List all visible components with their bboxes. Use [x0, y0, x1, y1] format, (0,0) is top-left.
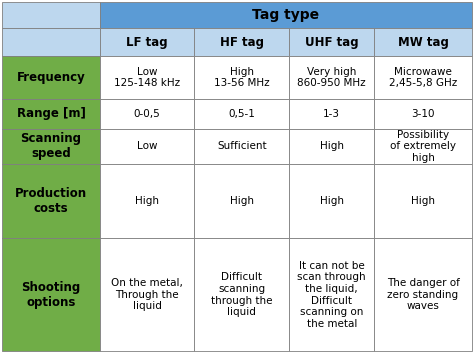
Text: Sufficient: Sufficient [217, 142, 266, 151]
Text: It can not be
scan through
the liquid,
Difficult
scanning on
the metal: It can not be scan through the liquid, D… [298, 261, 366, 329]
Bar [289, 28, 374, 56]
Bar [374, 99, 472, 129]
Bar [2, 2, 100, 28]
Bar [374, 238, 472, 351]
Bar [194, 238, 289, 351]
Text: MW tag: MW tag [398, 36, 448, 49]
Text: High
13-56 MHz: High 13-56 MHz [214, 67, 270, 89]
Bar [374, 129, 472, 164]
Bar [100, 56, 194, 99]
Text: Shooting
options: Shooting options [21, 281, 81, 309]
Bar [194, 56, 289, 99]
Text: High: High [320, 142, 344, 151]
Bar [289, 238, 374, 351]
Text: Low
125-148 kHz: Low 125-148 kHz [114, 67, 180, 89]
Text: 3-10: 3-10 [411, 109, 435, 119]
Bar [100, 2, 472, 28]
Bar [289, 99, 374, 129]
Text: Frequency: Frequency [17, 71, 85, 84]
Text: 0,5-1: 0,5-1 [228, 109, 255, 119]
Bar [289, 129, 374, 164]
Text: Possibility
of extremely
high: Possibility of extremely high [390, 130, 456, 163]
Bar [374, 164, 472, 238]
Text: Very high
860-950 MHz: Very high 860-950 MHz [298, 67, 366, 89]
Bar [100, 99, 194, 129]
Text: High: High [135, 196, 159, 206]
Text: High: High [411, 196, 435, 206]
Bar [289, 164, 374, 238]
Text: Low: Low [137, 142, 157, 151]
Text: UHF tag: UHF tag [305, 36, 359, 49]
Bar [374, 56, 472, 99]
Text: LF tag: LF tag [126, 36, 168, 49]
Bar [2, 28, 100, 56]
Text: Production
costs: Production costs [15, 187, 87, 215]
Bar [100, 238, 194, 351]
Text: Difficult
scanning
through the
liquid: Difficult scanning through the liquid [211, 273, 273, 317]
Bar [2, 164, 100, 238]
Bar [194, 129, 289, 164]
Bar [2, 99, 100, 129]
Bar [2, 129, 100, 164]
Text: 0-0,5: 0-0,5 [134, 109, 160, 119]
Bar [374, 28, 472, 56]
Text: The danger of
zero standing
waves: The danger of zero standing waves [387, 278, 459, 311]
Bar [100, 164, 194, 238]
Text: High: High [320, 196, 344, 206]
Text: HF tag: HF tag [220, 36, 264, 49]
Text: 1-3: 1-3 [323, 109, 340, 119]
Bar [194, 164, 289, 238]
Text: Microwawe
2,45-5,8 GHz: Microwawe 2,45-5,8 GHz [389, 67, 457, 89]
Bar [194, 28, 289, 56]
Bar [100, 28, 194, 56]
Text: High: High [230, 196, 254, 206]
Bar [194, 99, 289, 129]
Text: On the metal,
Through the
liquid: On the metal, Through the liquid [111, 278, 183, 311]
Bar [289, 56, 374, 99]
Bar [2, 56, 100, 99]
Bar [100, 129, 194, 164]
Text: Range [m]: Range [m] [17, 107, 85, 120]
Bar [2, 238, 100, 351]
Text: Scanning
speed: Scanning speed [20, 132, 82, 161]
Text: Tag type: Tag type [252, 8, 319, 22]
